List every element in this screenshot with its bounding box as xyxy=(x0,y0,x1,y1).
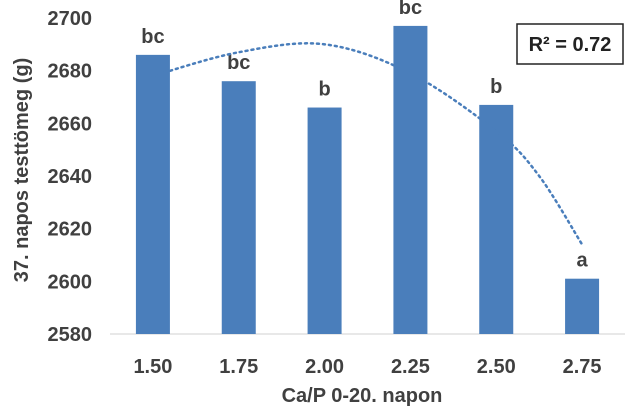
y-tick-label: 2600 xyxy=(48,271,93,293)
y-axis-ticks: 2580 2600 2620 2640 2660 2680 2700 xyxy=(48,8,93,346)
r2-annotation: R² = 0.72 xyxy=(529,34,612,56)
x-tick-label: 1.75 xyxy=(219,356,258,378)
bar xyxy=(565,278,600,334)
bar xyxy=(393,25,428,335)
bar-labels: bc bc b bc b a xyxy=(141,0,588,272)
y-tick-label: 2640 xyxy=(48,166,93,188)
bar-label: a xyxy=(577,250,589,272)
bars xyxy=(135,25,600,335)
bar xyxy=(307,107,342,335)
y-tick-label: 2680 xyxy=(48,61,93,83)
x-tick-label: 2.25 xyxy=(391,356,430,378)
x-axis-label: Ca/P 0-20. napon xyxy=(282,385,443,407)
x-tick-label: 2.75 xyxy=(563,356,602,378)
y-tick-label: 2580 xyxy=(48,324,93,346)
y-axis-label: 37. napos testtömeg (g) xyxy=(11,58,33,282)
x-tick-label: 1.50 xyxy=(133,356,172,378)
bar xyxy=(221,81,256,334)
bar-label: b xyxy=(318,79,330,101)
bar xyxy=(479,104,514,335)
bar-label: bc xyxy=(227,52,250,74)
x-axis-ticks: 1.50 1.75 2.00 2.25 2.50 2.75 xyxy=(133,356,601,378)
y-tick-label: 2660 xyxy=(48,113,93,135)
trendline xyxy=(151,42,584,246)
bar xyxy=(135,54,170,334)
y-tick-label: 2620 xyxy=(48,219,93,241)
bar-label: bc xyxy=(399,0,422,19)
bar-label: bc xyxy=(141,26,164,48)
x-tick-label: 2.00 xyxy=(305,356,344,378)
y-tick-label: 2700 xyxy=(48,8,93,30)
x-tick-label: 2.50 xyxy=(477,356,516,378)
bar-label: b xyxy=(490,76,502,98)
r2-box xyxy=(516,23,624,65)
